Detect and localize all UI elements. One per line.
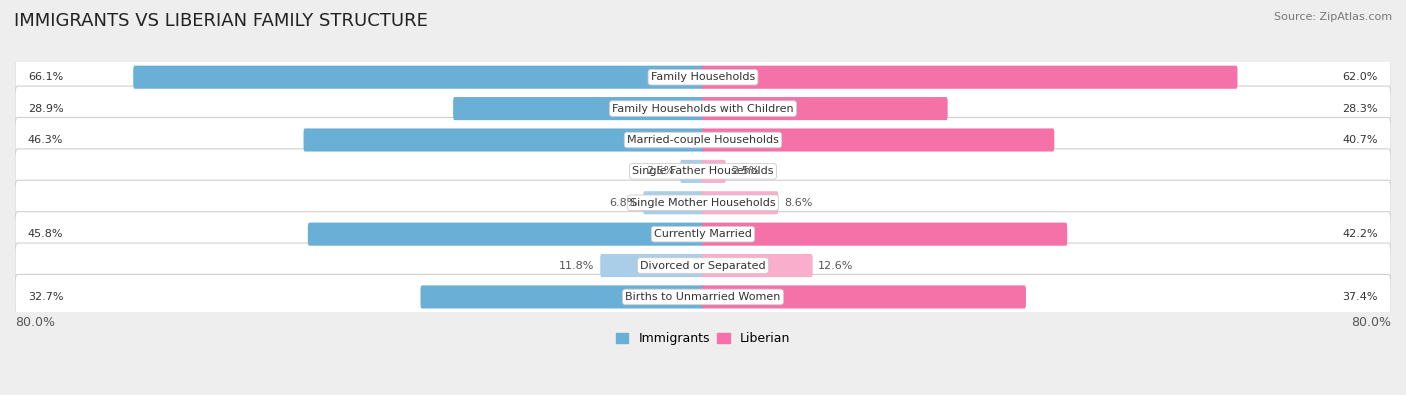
Text: 80.0%: 80.0% [15,316,55,329]
FancyBboxPatch shape [702,66,1237,89]
Text: 8.6%: 8.6% [783,198,813,208]
FancyBboxPatch shape [15,149,1391,194]
Text: 2.5%: 2.5% [731,166,759,177]
Text: 66.1%: 66.1% [28,72,63,82]
FancyBboxPatch shape [681,160,704,183]
FancyBboxPatch shape [15,86,1391,131]
Text: 62.0%: 62.0% [1343,72,1378,82]
Text: Married-couple Households: Married-couple Households [627,135,779,145]
FancyBboxPatch shape [702,223,1067,246]
Text: Births to Unmarried Women: Births to Unmarried Women [626,292,780,302]
FancyBboxPatch shape [15,243,1391,288]
Text: Family Households with Children: Family Households with Children [612,103,794,114]
Text: 32.7%: 32.7% [28,292,63,302]
Text: 45.8%: 45.8% [28,229,63,239]
Text: 46.3%: 46.3% [28,135,63,145]
FancyBboxPatch shape [600,254,704,277]
Text: Single Mother Households: Single Mother Households [630,198,776,208]
Text: 2.5%: 2.5% [647,166,675,177]
Text: Single Father Households: Single Father Households [633,166,773,177]
Text: 28.3%: 28.3% [1343,103,1378,114]
Text: Family Households: Family Households [651,72,755,82]
FancyBboxPatch shape [702,160,725,183]
FancyBboxPatch shape [15,180,1391,225]
Legend: Immigrants, Liberian: Immigrants, Liberian [610,327,796,350]
FancyBboxPatch shape [134,66,704,89]
FancyBboxPatch shape [702,191,779,214]
Text: 6.8%: 6.8% [609,198,638,208]
FancyBboxPatch shape [643,191,704,214]
FancyBboxPatch shape [702,286,1026,308]
Text: 12.6%: 12.6% [818,261,853,271]
FancyBboxPatch shape [308,223,704,246]
FancyBboxPatch shape [304,128,704,152]
FancyBboxPatch shape [15,275,1391,320]
Text: 42.2%: 42.2% [1343,229,1378,239]
Text: 28.9%: 28.9% [28,103,63,114]
Text: 11.8%: 11.8% [560,261,595,271]
Text: 40.7%: 40.7% [1343,135,1378,145]
Text: Source: ZipAtlas.com: Source: ZipAtlas.com [1274,12,1392,22]
FancyBboxPatch shape [420,286,704,308]
FancyBboxPatch shape [702,97,948,120]
FancyBboxPatch shape [15,55,1391,100]
FancyBboxPatch shape [702,128,1054,152]
FancyBboxPatch shape [453,97,704,120]
FancyBboxPatch shape [15,117,1391,162]
Text: IMMIGRANTS VS LIBERIAN FAMILY STRUCTURE: IMMIGRANTS VS LIBERIAN FAMILY STRUCTURE [14,12,427,30]
FancyBboxPatch shape [702,254,813,277]
FancyBboxPatch shape [15,212,1391,257]
Text: 37.4%: 37.4% [1343,292,1378,302]
Text: Currently Married: Currently Married [654,229,752,239]
Text: 80.0%: 80.0% [1351,316,1391,329]
Text: Divorced or Separated: Divorced or Separated [640,261,766,271]
